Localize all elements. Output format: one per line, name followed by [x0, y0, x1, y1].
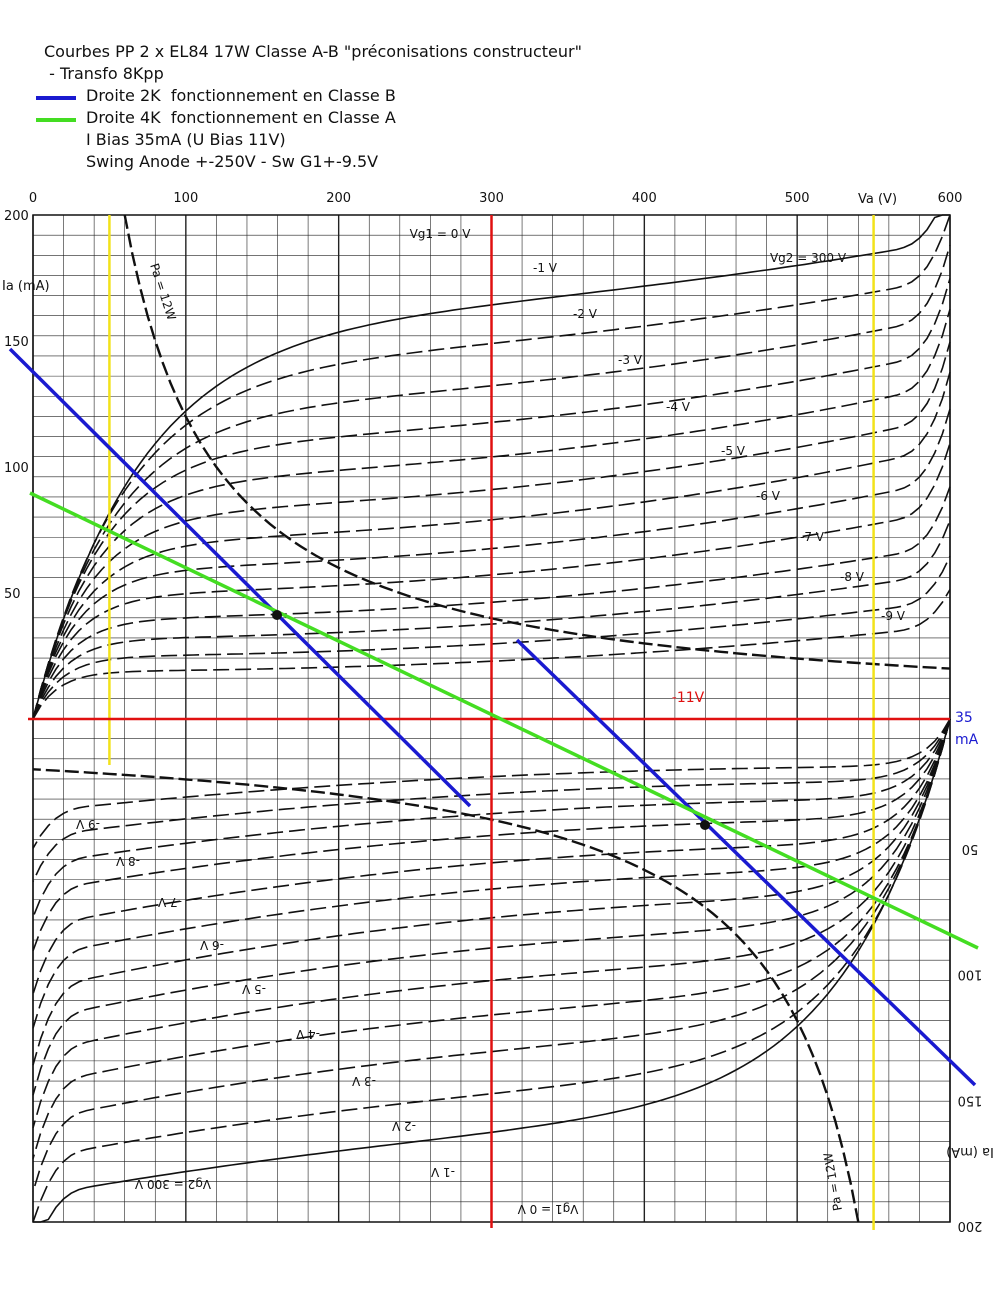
- x-tick-200: 200: [326, 191, 351, 206]
- y-tick-top-150: 150: [4, 335, 29, 350]
- x-tick-600: 600: [938, 191, 963, 206]
- x-tick-0: 0: [29, 191, 37, 206]
- y-tick-bottom-200: 200: [958, 1218, 983, 1233]
- curve-label-bottom-4: -4 V: [295, 1027, 320, 1041]
- curve-label-top-0: Vg1 = 0 V: [410, 227, 472, 241]
- curve-label-top-4: -4 V: [666, 400, 691, 414]
- pa-curve-top: [123, 214, 951, 670]
- chart-subtitle: - Transfo 8Kpp: [44, 64, 164, 83]
- legend-swatch-blue: [36, 96, 76, 100]
- vg2-label-top: Vg2 = 300 V: [770, 251, 847, 265]
- pa-curve-bottom: [32, 768, 860, 1223]
- y-axis-label-top: Ia (mA): [2, 279, 50, 294]
- load-line-4k: [29, 491, 979, 950]
- x-axis-label: Va (V): [858, 192, 897, 207]
- curve-top-vg1: [32, 214, 951, 720]
- legend-swatch-green: [36, 118, 76, 122]
- legend-entry-2k: Droite 2K fonctionnement en Classe B: [36, 86, 456, 108]
- curve-bottom-vg5: [32, 718, 951, 1096]
- curve-label-bottom-9: -9 V: [75, 817, 100, 831]
- bias-current-unit: mA: [955, 732, 979, 748]
- legend-label-4k: Droite 4K fonctionnement en Classe A: [86, 108, 396, 127]
- y-tick-top-50: 50: [4, 587, 21, 602]
- curve-bottom-vg1: [32, 718, 951, 1223]
- load-line-2k-bottom: [515, 638, 977, 1087]
- x-tick-100: 100: [173, 191, 198, 206]
- curve-label-top-9: -9 V: [881, 609, 906, 623]
- curve-label-bottom-2: -2 V: [391, 1119, 416, 1133]
- curve-label-bottom-3: -3 V: [351, 1074, 376, 1088]
- bias-voltage-label: -11V: [672, 690, 705, 706]
- legend-label-2k: Droite 2K fonctionnement en Classe B: [86, 86, 396, 105]
- swing-note: Swing Anode +-250V - Sw G1+-9.5V: [86, 152, 379, 171]
- curve-label-top-3: -3 V: [618, 353, 643, 367]
- axis-labels: 0 100 200 300 400 500 600 Va (V) 200 150 100 50 Ia (…: [2, 191, 993, 1233]
- chart-header: Courbes PP 2 x EL84 17W Classe A-B "préc…: [0, 0, 993, 185]
- vg2-label-bottom: Vg2 = 300 V: [134, 1177, 211, 1191]
- load-line-2k-top: [8, 347, 472, 808]
- x-tick-300: 300: [479, 191, 504, 206]
- curve-label-bottom-5: -5 V: [241, 982, 266, 996]
- operating-point-top: [272, 610, 282, 620]
- curve-label-bottom-7: -7 V: [157, 895, 182, 909]
- y-tick-top-200: 200: [4, 209, 29, 224]
- y-tick-bottom-50: 50: [962, 841, 979, 856]
- curve-label-bottom-1: -1 V: [430, 1165, 455, 1179]
- curve-label-bottom-6: -6 V: [199, 938, 224, 952]
- y-tick-top-100: 100: [4, 461, 29, 476]
- curve-label-top-6: -6 V: [756, 489, 781, 503]
- legend-entry-4k: Droite 4K fonctionnement en Classe A: [36, 108, 456, 130]
- x-tick-500: 500: [785, 191, 810, 206]
- y-tick-bottom-150: 150: [958, 1092, 983, 1107]
- curve-label-bottom-8: -8 V: [115, 854, 140, 868]
- bias-note: I Bias 35mA (U Bias 11V): [86, 130, 286, 149]
- curve-label-top-8: -8 V: [840, 570, 865, 584]
- pa-label-top: Pa = 12W: [147, 262, 179, 322]
- curve-top-vg2: [32, 244, 951, 720]
- curve-label-top-7: -7 V: [800, 530, 825, 544]
- overlay-lines: [8, 215, 979, 1230]
- chart-title: Courbes PP 2 x EL84 17W Classe A-B "préc…: [44, 42, 582, 61]
- y-tick-bottom-100: 100: [958, 967, 983, 982]
- curve-label-top-5: -5 V: [721, 444, 746, 458]
- x-tick-400: 400: [632, 191, 657, 206]
- curve-label-top-2: -2 V: [573, 307, 598, 321]
- curve-label-top-1: -1 V: [533, 261, 558, 275]
- bias-current-value: 35: [955, 710, 973, 726]
- curve-bottom-vg2: [32, 718, 951, 1193]
- y-axis-label-bottom: Ia (mA): [946, 1144, 993, 1159]
- curve-label-bottom-0: Vg1 = 0 V: [517, 1202, 579, 1216]
- operating-point-bottom: [700, 820, 710, 830]
